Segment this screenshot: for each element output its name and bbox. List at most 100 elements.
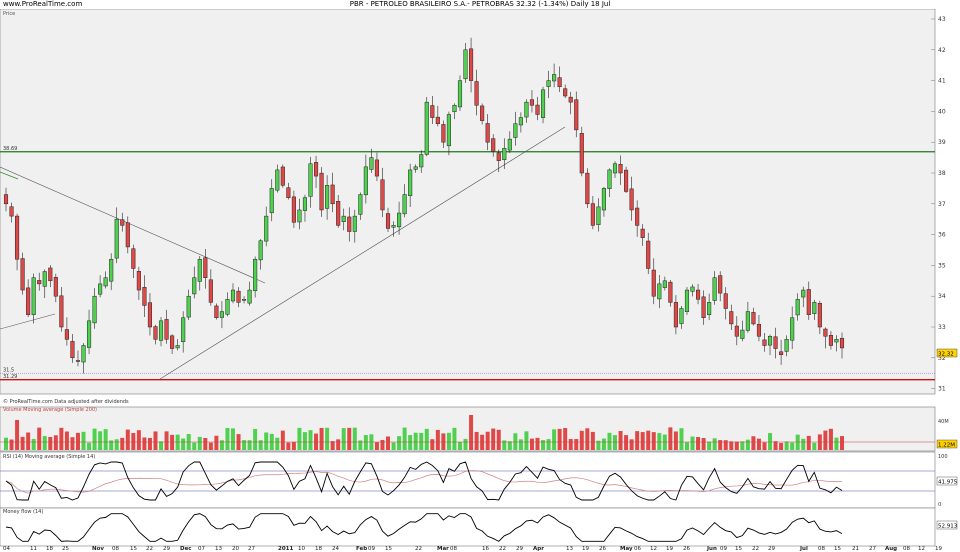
x-tick-label: 25 (62, 546, 69, 552)
volume-bar (635, 431, 640, 450)
volume-bar (718, 440, 723, 450)
volume-bars (0, 415, 935, 450)
volume-bar (435, 429, 440, 450)
volume-bar (552, 429, 557, 450)
x-tick-label: 20 (232, 546, 239, 552)
candle-body (286, 187, 291, 198)
volume-bar (253, 428, 258, 450)
volume-bar (20, 436, 25, 450)
volume-bar (668, 427, 673, 450)
candle-body (264, 215, 269, 242)
candle-body (740, 329, 745, 339)
candle-body (557, 77, 562, 88)
candle-body (181, 317, 186, 342)
volume-bar (768, 433, 773, 450)
candle-body (502, 148, 507, 161)
volume-bar (745, 439, 750, 450)
volume-bar (397, 436, 402, 450)
x-tick-label: 29 (768, 546, 775, 552)
volume-bar (740, 441, 745, 450)
x-axis: 04 11 18 25 Nov 08 15 22 29 Dec 07 13 20 27 2011 10 18 24… (3, 546, 942, 552)
volume-tag: 1.22M (938, 443, 955, 449)
candle-body (86, 320, 92, 348)
volume-bar (646, 430, 651, 450)
x-tick-label: 29 (516, 546, 523, 552)
candle-body (756, 324, 762, 337)
candle-body (524, 101, 529, 118)
volume-bar (131, 433, 136, 450)
volume-bar (701, 438, 706, 450)
candle-body (673, 302, 678, 328)
volume-bar (751, 436, 756, 450)
x-tick-label: 08 (450, 546, 457, 552)
x-tick-label: 18 (315, 546, 322, 552)
chart-title: PBR - PETROLEO BRASILEIRO S.A.- PETROBRA… (349, 0, 611, 8)
candle-body (635, 207, 640, 226)
candle-body (402, 194, 407, 215)
candle-body (419, 154, 424, 168)
volume-bar (153, 431, 158, 450)
volume-bar (563, 428, 568, 450)
volume-bar (712, 438, 717, 450)
candle-body (729, 311, 734, 325)
money-flow-label: Money flow (14) (3, 509, 43, 515)
volume-bar (170, 434, 175, 450)
candle-body (297, 209, 302, 223)
candle-body (480, 105, 485, 121)
volume-bar (336, 439, 341, 450)
candle-body (175, 345, 180, 349)
x-tick-label: 22 (146, 546, 153, 552)
rsi-label: RSI (14) Moving average (Simple 14) (3, 454, 95, 460)
volume-bar (197, 436, 202, 450)
volume-bar (779, 442, 784, 450)
trend-line-up (159, 126, 566, 380)
x-tick-label: Aug (885, 546, 897, 552)
candle-body (336, 201, 341, 226)
candle-body (64, 329, 69, 340)
y-tick-label: 37 (938, 201, 946, 208)
volume-bar (463, 438, 468, 450)
candle-body (668, 281, 673, 303)
candle-body (806, 289, 811, 315)
volume-bar (37, 427, 42, 450)
rsi-tag: 41.975 (938, 480, 958, 486)
volume-bar (280, 430, 285, 450)
volume-bar (507, 441, 512, 450)
candle-body (651, 269, 656, 297)
candles (3, 37, 845, 374)
candle-body (341, 215, 346, 222)
volume-bar (723, 440, 728, 450)
volume-bar (613, 435, 618, 450)
volume-bar (15, 420, 20, 450)
x-tick-label: 04 (3, 546, 10, 552)
x-tick-label: 08 (818, 546, 825, 552)
money-flow-line (5, 513, 843, 542)
resistance-label: 38.69 (3, 146, 17, 152)
rsi-series (5, 461, 843, 501)
x-tick-label: 15 (834, 546, 841, 552)
candle-body (745, 311, 750, 331)
y-tick-label: 36 (938, 232, 946, 239)
candle-body (723, 293, 728, 309)
chart-canvas: Price © ProRealTime.com Data adjusted af… (0, 9, 958, 552)
candle-body (601, 188, 606, 211)
volume-bar (164, 431, 169, 450)
volume-bar (408, 435, 413, 450)
volume-bar (147, 437, 152, 450)
x-tick-label: Nov (92, 546, 104, 552)
candle-body (253, 258, 258, 292)
volume-bar (319, 427, 324, 450)
money-flow-series (5, 513, 843, 542)
candle-body (657, 283, 662, 300)
x-tick-label: Apr (533, 546, 544, 552)
volume-bar (358, 440, 363, 450)
last-price-tag: 32.32 (938, 352, 954, 358)
volume-bar (795, 434, 800, 450)
volume-bar (374, 442, 379, 450)
y-tick-label: 31 (938, 386, 946, 393)
rsi-line (0, 461, 935, 501)
volume-bar (297, 427, 302, 450)
volume-bar (596, 440, 601, 450)
volume-bar (26, 432, 31, 450)
money-flow-tag-bg (936, 520, 958, 530)
